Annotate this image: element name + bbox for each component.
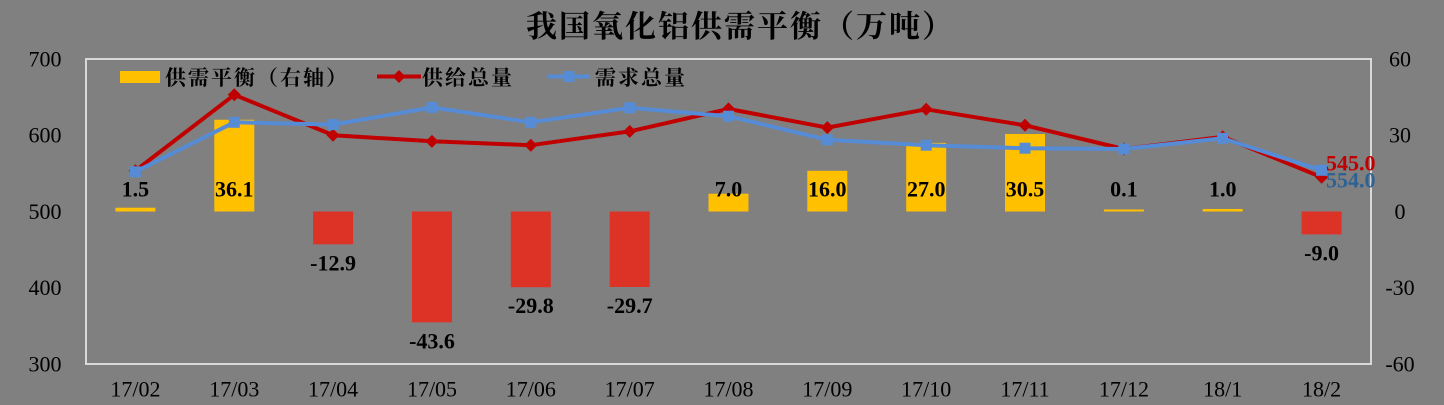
svg-text:17/08: 17/08 — [703, 377, 753, 402]
svg-text:554.0: 554.0 — [1326, 168, 1376, 193]
svg-text:17/02: 17/02 — [110, 377, 160, 402]
svg-text:1.5: 1.5 — [122, 177, 150, 202]
svg-text:17/05: 17/05 — [407, 377, 457, 402]
svg-text:7.0: 7.0 — [715, 177, 743, 202]
svg-text:17/07: 17/07 — [605, 377, 655, 402]
svg-text:-29.7: -29.7 — [607, 293, 653, 318]
svg-text:60: 60 — [1389, 46, 1411, 71]
svg-text:0: 0 — [1395, 199, 1406, 224]
svg-text:600: 600 — [29, 123, 62, 148]
svg-text:-9.0: -9.0 — [1304, 240, 1339, 265]
svg-text:16.0: 16.0 — [808, 177, 847, 202]
svg-text:500: 500 — [29, 199, 62, 224]
svg-text:0.1: 0.1 — [1110, 177, 1138, 202]
svg-text:18/2: 18/2 — [1302, 377, 1341, 402]
svg-text:17/04: 17/04 — [308, 377, 358, 402]
svg-text:-43.6: -43.6 — [409, 328, 455, 353]
svg-text:-30: -30 — [1385, 275, 1414, 300]
svg-text:-29.8: -29.8 — [508, 293, 554, 318]
svg-text:17/11: 17/11 — [1000, 377, 1049, 402]
svg-text:18/1: 18/1 — [1203, 377, 1242, 402]
svg-text:-12.9: -12.9 — [310, 250, 356, 275]
svg-text:17/10: 17/10 — [901, 377, 951, 402]
svg-text:27.0: 27.0 — [907, 177, 946, 202]
svg-text:36.1: 36.1 — [215, 177, 254, 202]
svg-text:545.0: 545.0 — [1326, 151, 1376, 176]
svg-text:700: 700 — [29, 46, 62, 71]
svg-text:400: 400 — [29, 275, 62, 300]
svg-text:17/03: 17/03 — [209, 377, 259, 402]
svg-text:17/12: 17/12 — [1099, 377, 1149, 402]
svg-text:30: 30 — [1389, 123, 1411, 148]
svg-text:17/06: 17/06 — [506, 377, 556, 402]
svg-text:17/09: 17/09 — [802, 377, 852, 402]
svg-text:300: 300 — [29, 351, 62, 376]
svg-text:30.5: 30.5 — [1006, 177, 1045, 202]
svg-text:1.0: 1.0 — [1209, 177, 1237, 202]
svg-text:-60: -60 — [1385, 351, 1414, 376]
